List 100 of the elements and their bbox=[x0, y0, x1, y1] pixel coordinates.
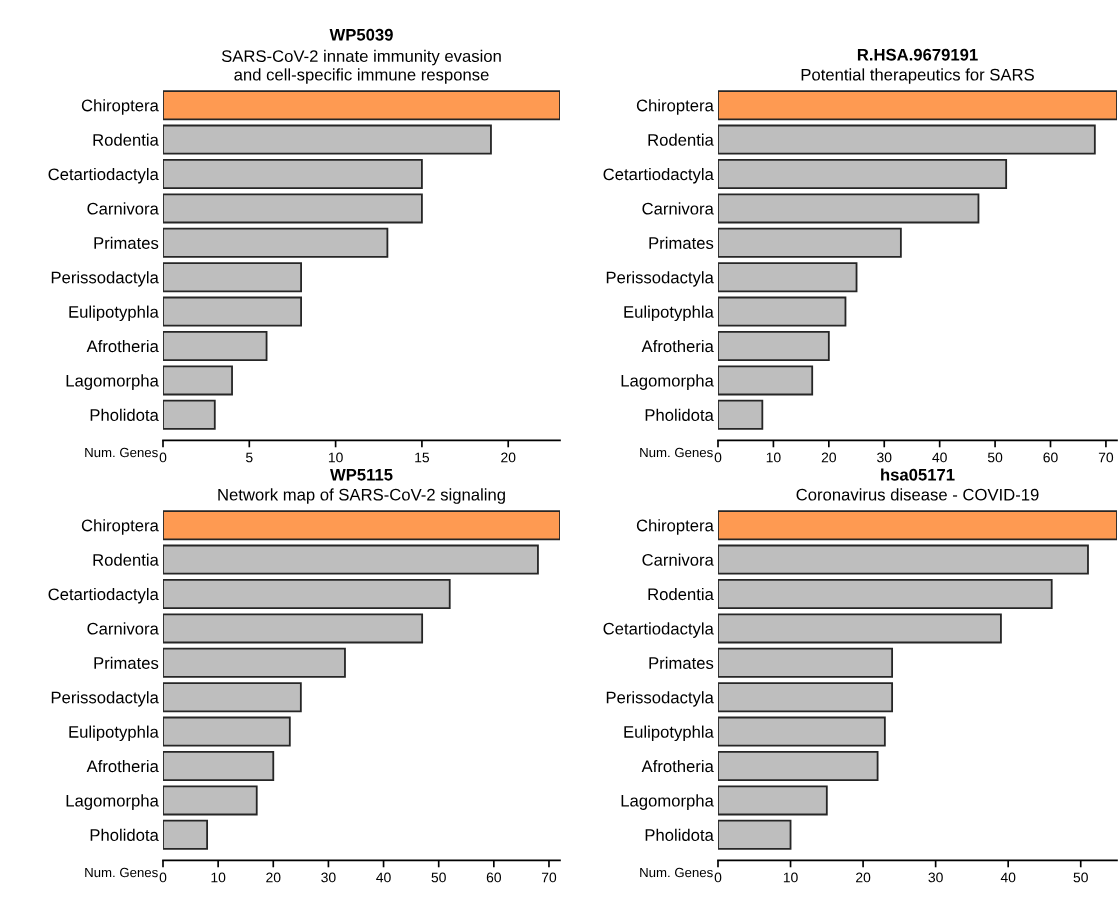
y-tick-label: Primates bbox=[94, 656, 159, 669]
y-tick-label: Eulipotyphla bbox=[624, 305, 714, 322]
bar bbox=[163, 193, 423, 224]
bar bbox=[718, 613, 1002, 644]
y-tick-label: Primates bbox=[649, 236, 714, 249]
x-axis-title: Num. Genes bbox=[85, 447, 158, 458]
bar bbox=[163, 227, 389, 258]
y-tick-label: Chiroptera bbox=[636, 99, 714, 115]
x-tick-label: 10 bbox=[211, 872, 226, 883]
y-tick-label: Cetartiodactyla bbox=[48, 167, 159, 184]
x-tick-label: 20 bbox=[501, 452, 516, 463]
bar bbox=[163, 544, 539, 575]
bar bbox=[163, 750, 275, 782]
y-tick-label: Perissodactyla bbox=[51, 691, 159, 707]
y-tick-label: Pholidota bbox=[90, 828, 159, 841]
y-tick-label: Lagomorpha bbox=[66, 374, 159, 390]
y-tick-label: Chiroptera bbox=[636, 519, 714, 535]
bar bbox=[163, 578, 451, 610]
bar bbox=[718, 578, 1053, 610]
chart-subtitle: Network map of SARS-CoV-2 signaling bbox=[218, 488, 505, 504]
y-tick-label: Pholidota bbox=[645, 828, 714, 841]
y-tick-label: Rodentia bbox=[648, 587, 714, 601]
bar bbox=[163, 158, 423, 190]
y-tick-label: Chiroptera bbox=[81, 519, 159, 535]
x-axis-title: Num. Genes bbox=[640, 447, 713, 458]
bar bbox=[163, 330, 268, 362]
x-tick-label: 10 bbox=[783, 872, 798, 883]
y-tick-label: Eulipotyphla bbox=[69, 305, 159, 322]
bar bbox=[163, 819, 209, 850]
bar bbox=[718, 158, 1008, 190]
x-tick-label: 30 bbox=[928, 872, 943, 883]
y-tick-label: Perissodactyla bbox=[606, 691, 714, 707]
bar bbox=[163, 124, 492, 155]
x-tick-label: 0 bbox=[159, 452, 167, 463]
x-tick-label: 5 bbox=[246, 452, 253, 463]
bar bbox=[163, 785, 258, 816]
y-tick-label: Carnivora bbox=[87, 202, 159, 215]
y-tick-label: Rodentia bbox=[93, 553, 159, 566]
bar bbox=[718, 750, 879, 782]
y-tick-label: Perissodactyla bbox=[51, 271, 159, 287]
y-tick-label: Pholidota bbox=[90, 408, 159, 421]
y-tick-label: Cetartiodactyla bbox=[603, 622, 714, 638]
bar bbox=[718, 262, 858, 293]
bar bbox=[718, 365, 814, 396]
bar bbox=[163, 90, 560, 121]
bar bbox=[718, 330, 830, 362]
x-tick-label: 0 bbox=[159, 872, 167, 883]
x-tick-label: 20 bbox=[266, 872, 281, 883]
bar bbox=[718, 124, 1096, 155]
x-tick-label: 50 bbox=[431, 872, 446, 883]
bar bbox=[163, 716, 291, 747]
chart-title: WP5115 bbox=[330, 469, 393, 481]
x-tick-label: 50 bbox=[1073, 872, 1088, 883]
bar bbox=[718, 296, 847, 327]
bar bbox=[718, 716, 886, 747]
x-tick-label: 10 bbox=[766, 452, 781, 463]
x-tick-label: 40 bbox=[1000, 872, 1016, 883]
bar bbox=[163, 647, 346, 678]
bar bbox=[163, 262, 302, 293]
bar bbox=[163, 510, 560, 541]
bar bbox=[718, 193, 980, 224]
x-tick-label: 0 bbox=[714, 452, 722, 463]
x-tick-label: 70 bbox=[541, 872, 557, 883]
x-tick-label: 60 bbox=[1043, 452, 1058, 463]
x-tick-label: 40 bbox=[376, 872, 391, 883]
bar bbox=[718, 682, 894, 713]
x-tick-label: 20 bbox=[821, 452, 837, 463]
y-tick-label: Perissodactyla bbox=[606, 271, 714, 287]
chart-subtitle: SARS-CoV-2 innate immunity evasion and cell-specific immune response bbox=[221, 49, 501, 84]
bar bbox=[163, 296, 302, 327]
y-tick-label: Lagomorpha bbox=[66, 794, 159, 810]
bar bbox=[718, 90, 1117, 121]
chart-title: R.HSA.9679191 bbox=[857, 48, 978, 61]
x-axis-title: Num. Genes bbox=[85, 867, 158, 878]
y-tick-label: Eulipotyphla bbox=[624, 725, 714, 742]
x-tick-label: 60 bbox=[486, 872, 502, 883]
y-tick-label: Afrotheria bbox=[641, 339, 714, 353]
y-tick-label: Afrotheria bbox=[641, 759, 714, 773]
bar bbox=[718, 647, 894, 678]
chart-title: hsa05171 bbox=[881, 468, 955, 481]
x-axis-title: Num. Genes bbox=[640, 867, 713, 878]
bar bbox=[718, 510, 1117, 541]
y-tick-label: Carnivora bbox=[642, 202, 714, 215]
bar bbox=[718, 785, 828, 816]
bar bbox=[718, 819, 792, 850]
y-tick-label: Afrotheria bbox=[86, 759, 159, 773]
y-tick-label: Eulipotyphla bbox=[69, 725, 159, 742]
x-tick-label: 10 bbox=[328, 452, 343, 463]
bar bbox=[163, 365, 233, 396]
bar bbox=[718, 399, 764, 430]
x-tick-label: 30 bbox=[321, 872, 336, 883]
x-tick-label: 70 bbox=[1098, 452, 1114, 463]
x-tick-label: 0 bbox=[714, 872, 722, 883]
bar bbox=[163, 613, 424, 644]
y-tick-label: Rodentia bbox=[648, 133, 714, 146]
x-tick-label: 30 bbox=[877, 452, 892, 463]
chart-subtitle: Coronavirus disease - COVID-19 bbox=[796, 488, 1039, 501]
bar bbox=[163, 399, 216, 430]
y-tick-label: Rodentia bbox=[93, 133, 159, 146]
x-tick-label: 20 bbox=[856, 872, 871, 883]
